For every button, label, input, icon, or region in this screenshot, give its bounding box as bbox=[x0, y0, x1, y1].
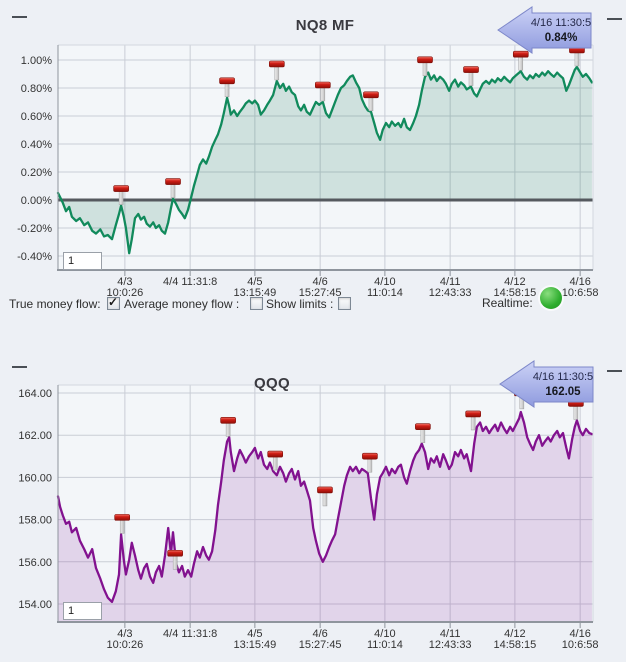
x-axis-label: 13:15:49 bbox=[233, 639, 276, 651]
peak-marker-pin bbox=[363, 91, 379, 112]
realtime-indicator bbox=[540, 287, 562, 309]
peak-marker-pin bbox=[165, 178, 181, 198]
peak-marker-pin bbox=[317, 486, 333, 507]
x-axis-label: 14:58:15 bbox=[493, 639, 536, 651]
x-axis-label: 13:15:49 bbox=[233, 287, 276, 299]
series-line bbox=[56, 410, 594, 604]
x-axis-label: 4/6 bbox=[313, 628, 328, 640]
x-axis-label: 4/4 11:31:8 bbox=[163, 276, 217, 288]
qqq-chart-canvas[interactable]: 164.00162.00160.00158.00156.00154.004/31… bbox=[0, 331, 626, 662]
chart-title: NQ8 MF bbox=[295, 17, 355, 34]
x-axis-label: 4/10 bbox=[374, 276, 395, 288]
y-axis-label: -0.20% bbox=[17, 223, 52, 235]
collapse-handle-icon[interactable] bbox=[12, 16, 27, 18]
pane-index-box: 1 bbox=[63, 602, 102, 620]
y-axis-label: 0.20% bbox=[21, 167, 52, 179]
true-money-flow-checkbox[interactable]: ✓ bbox=[107, 295, 120, 310]
x-axis-label: 4/6 bbox=[313, 276, 328, 288]
x-axis-label: 14:58:15 bbox=[493, 287, 536, 299]
y-axis-label: 164.00 bbox=[18, 388, 52, 400]
x-axis-label: 12:43:33 bbox=[429, 639, 472, 651]
svg-text:162.05: 162.05 bbox=[545, 386, 581, 398]
svg-text:0.84%: 0.84% bbox=[545, 32, 578, 44]
x-axis-label: 15:27:45 bbox=[299, 639, 342, 651]
y-axis-label: 154.00 bbox=[18, 599, 52, 611]
peak-marker-pin bbox=[463, 66, 479, 86]
x-axis-label: 4/10 bbox=[374, 628, 395, 640]
y-axis-label: 0.00% bbox=[21, 195, 52, 207]
x-axis-label: 4/3 bbox=[117, 628, 132, 640]
y-axis-label: 162.00 bbox=[18, 430, 52, 442]
x-axis-label: 10:0:26 bbox=[107, 287, 144, 299]
peak-marker-pin bbox=[362, 452, 378, 473]
peak-marker-pin bbox=[465, 410, 481, 431]
peak-marker-pin bbox=[267, 450, 284, 471]
y-axis-label: 156.00 bbox=[18, 557, 52, 569]
peak-marker-pin bbox=[113, 185, 129, 205]
show-limits-label: Show limits : bbox=[266, 297, 334, 311]
x-axis-label: 10:6:58 bbox=[562, 287, 599, 299]
series-fill bbox=[58, 412, 592, 622]
chart-title: QQQ bbox=[254, 375, 290, 392]
show-limits-checkbox[interactable] bbox=[338, 297, 351, 310]
annotation-flag: 4/16 11:30:5 0.84% bbox=[497, 6, 592, 54]
collapse-handle-icon[interactable] bbox=[607, 370, 622, 372]
x-axis-label: 4/11 bbox=[440, 628, 461, 640]
x-axis-label: 11:0:14 bbox=[367, 287, 403, 299]
x-axis-label: 4/5 bbox=[247, 628, 262, 640]
peak-marker-pin bbox=[114, 514, 130, 534]
svg-text:4/16 11:30:5: 4/16 11:30:5 bbox=[531, 17, 591, 29]
x-axis-label: 4/12 bbox=[504, 276, 525, 288]
x-axis-label: 4/11 bbox=[440, 276, 461, 288]
peak-marker-pin bbox=[167, 549, 183, 570]
nq8-panel: 1.00% 0.80% 0.60% 0.40% 0.20% 0.00% -0.20% -0.4… bbox=[0, 0, 626, 331]
peak-marker-pin bbox=[417, 56, 433, 77]
average-money-flow-checkbox[interactable] bbox=[250, 297, 263, 310]
x-axis-label: 4/16 bbox=[569, 276, 590, 288]
true-money-flow-label: True money flow: bbox=[9, 297, 101, 311]
y-axis-label: -0.40% bbox=[17, 251, 52, 263]
nq8-chart-canvas[interactable]: 1.00% 0.80% 0.60% 0.40% 0.20% 0.00% -0.20% -0.4… bbox=[0, 0, 626, 331]
x-axis-label: 10:6:58 bbox=[562, 639, 599, 651]
x-axis-label: 4/16 bbox=[569, 628, 590, 640]
checkmark-icon: ✓ bbox=[108, 295, 119, 309]
grid bbox=[58, 385, 593, 628]
peak-marker-pin bbox=[219, 77, 235, 98]
y-axis-label: 0.80% bbox=[21, 83, 52, 95]
y-axis-label: 158.00 bbox=[18, 515, 52, 527]
x-axis-label: 4/12 bbox=[504, 628, 525, 640]
collapse-handle-icon[interactable] bbox=[12, 366, 27, 368]
peak-marker-pin bbox=[269, 60, 285, 81]
realtime-label: Realtime: bbox=[482, 296, 533, 310]
series-line bbox=[56, 65, 594, 255]
x-axis-label: 15:27:45 bbox=[299, 287, 342, 299]
qqq-panel: 164.00 162.00 160.00 158.00 156.00 154.00 4/3 1… bbox=[0, 331, 626, 662]
x-axis-label: 11:0:14 bbox=[367, 639, 403, 651]
peak-marker-pin bbox=[415, 423, 431, 443]
average-money-flow-label: Average money flow : bbox=[124, 297, 240, 311]
svg-text:4/16 11:30:5: 4/16 11:30:5 bbox=[533, 371, 593, 383]
y-axis-label: 0.60% bbox=[21, 111, 52, 123]
series-fill bbox=[58, 67, 592, 254]
x-axis-label: 4/5 bbox=[247, 276, 262, 288]
peak-marker-pin bbox=[220, 417, 236, 437]
annotation-flag: 4/16 11:30:5 162.05 bbox=[499, 360, 594, 408]
x-axis-label: 4/3 bbox=[117, 276, 132, 288]
pane-index-box: 1 bbox=[63, 252, 102, 270]
x-axis-label: 10:0:26 bbox=[107, 639, 144, 651]
y-axis-label: 1.00% bbox=[21, 55, 52, 67]
peak-marker-pin bbox=[315, 81, 331, 102]
collapse-handle-icon[interactable] bbox=[607, 18, 622, 20]
chart-controls: True money flow: ✓ Average money flow : … bbox=[0, 295, 626, 314]
y-axis-label: 0.40% bbox=[21, 139, 52, 151]
peak-marker-pin bbox=[512, 50, 529, 71]
x-axis-label: 12:43:33 bbox=[429, 287, 472, 299]
x-axis-label: 4/4 11:31:8 bbox=[163, 628, 217, 640]
y-axis-label: 160.00 bbox=[18, 472, 52, 484]
